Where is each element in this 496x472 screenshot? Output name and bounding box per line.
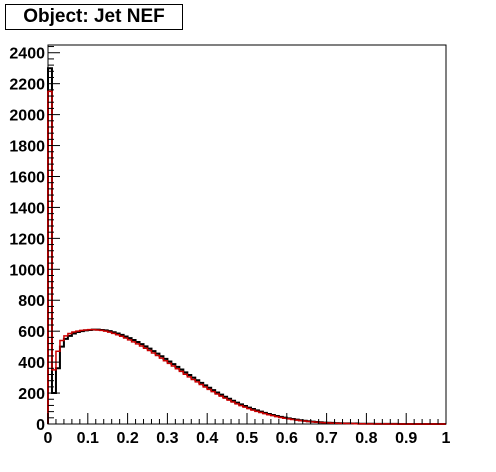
x-tick-label: 1	[442, 430, 451, 447]
x-tick-label: 0.9	[395, 430, 417, 447]
x-tick-label: 0	[44, 430, 53, 447]
y-tick-label: 2200	[9, 77, 45, 94]
y-tick-label: 800	[18, 293, 45, 310]
x-axis: 0 0.1 0.2 0.3 0.4 0.5 0.6 0.7 0.8 0.9 1	[44, 413, 451, 447]
y-tick-label: 1400	[9, 200, 45, 217]
x-tick-label: 0.8	[355, 430, 377, 447]
y-tick-label: 1000	[9, 262, 45, 279]
y-tick-label: 2000	[9, 108, 45, 125]
y-tick-label: 0	[36, 417, 45, 434]
y-tick-label: 1600	[9, 169, 45, 186]
y-tick-label: 1200	[9, 231, 45, 248]
x-tick-label: 0.7	[315, 430, 337, 447]
x-tick-label: 0.1	[77, 430, 99, 447]
y-axis: 0 200 400 600 800 1000 1200 1400 1600 1800 2000 220…	[9, 46, 60, 434]
plot-frame	[47, 44, 447, 425]
y-tick-label: 2400	[9, 46, 45, 63]
y-tick-label: 600	[18, 324, 45, 341]
x-tick-label: 0.6	[276, 430, 298, 447]
x-tick-label: 0.3	[156, 430, 178, 447]
x-tick-label: 0.4	[196, 430, 218, 447]
x-tick-label: 0.5	[236, 430, 258, 447]
chart-title: Object: Jet NEF	[5, 4, 183, 30]
y-tick-label: 400	[18, 355, 45, 372]
series-line-2	[47, 90, 446, 425]
series-layer	[47, 67, 446, 425]
x-tick-label: 0.2	[116, 430, 138, 447]
y-tick-label: 200	[18, 386, 45, 403]
y-tick-label: 1800	[9, 139, 45, 156]
